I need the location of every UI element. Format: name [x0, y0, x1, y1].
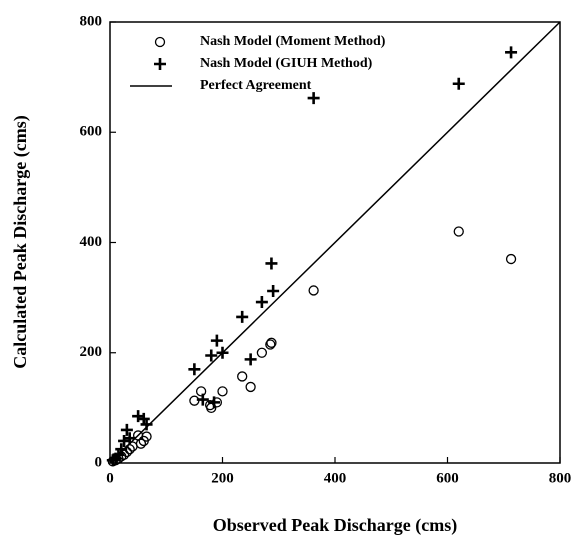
data-point [307, 92, 320, 105]
data-point [132, 410, 145, 423]
data-point [236, 310, 249, 323]
x-tick-label: 600 [436, 470, 459, 486]
data-point [123, 432, 136, 445]
x-tick-label: 0 [106, 470, 114, 486]
legend-marker [154, 36, 166, 48]
data-point [267, 285, 280, 298]
y-tick-label: 800 [80, 13, 103, 29]
data-point [255, 296, 268, 309]
data-point [244, 353, 257, 366]
data-point [120, 423, 133, 436]
legend-label: Nash Model (GIUH Method) [200, 56, 373, 71]
data-point [188, 363, 201, 376]
x-axis-label: Observed Peak Discharge (cms) [213, 515, 457, 536]
data-point [205, 349, 218, 362]
y-axis-label: Calculated Peak Discharge (cms) [10, 115, 31, 368]
x-tick-label: 800 [549, 470, 572, 486]
y-tick-label: 200 [80, 344, 103, 360]
y-tick-label: 600 [80, 124, 103, 140]
data-point [453, 226, 464, 237]
data-point [138, 435, 149, 447]
legend-marker [154, 58, 166, 70]
data-point [505, 253, 517, 265]
x-tick-label: 200 [211, 470, 234, 486]
data-point [266, 337, 277, 348]
x-tick-label: 400 [324, 470, 347, 486]
y-tick-label: 400 [80, 234, 103, 250]
data-point [256, 347, 268, 358]
data-point [245, 381, 256, 393]
data-point [140, 418, 153, 431]
data-point [132, 430, 144, 441]
data-point [505, 46, 518, 59]
data-point [265, 257, 278, 270]
data-point [208, 396, 221, 409]
data-point [217, 386, 228, 397]
data-point [210, 334, 223, 347]
data-point [237, 371, 248, 382]
data-point [196, 393, 209, 406]
agreement-line [109, 21, 561, 464]
data-point [195, 386, 207, 397]
data-point [137, 412, 150, 425]
data-point [308, 285, 319, 296]
legend-label: Perfect Agreement [200, 78, 312, 93]
data-point [452, 77, 465, 90]
y-tick-label: 0 [95, 454, 103, 470]
data-point [265, 339, 276, 350]
legend-label: Nash Model (Moment Method) [200, 34, 386, 49]
